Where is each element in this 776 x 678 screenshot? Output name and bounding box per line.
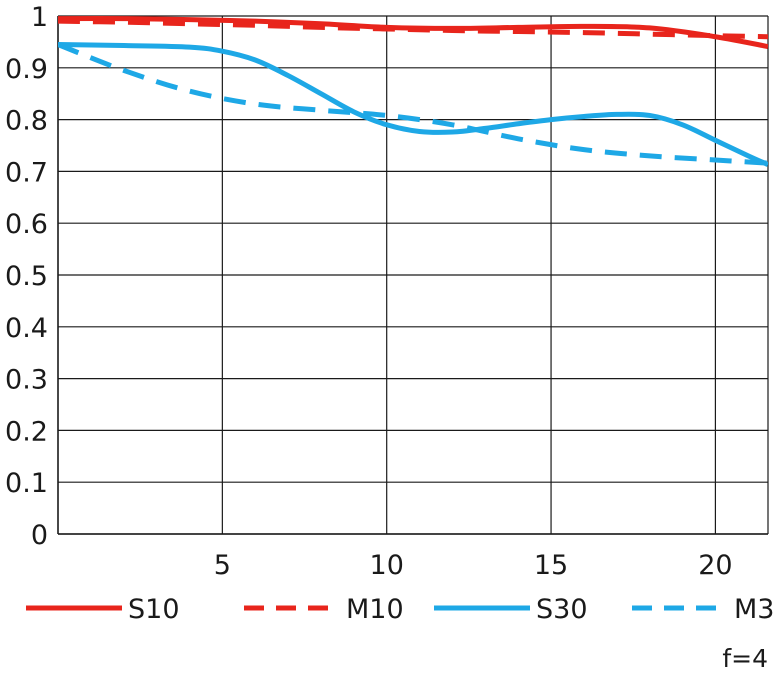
series-line-s30: [58, 41, 768, 167]
x-tick-label: 10: [370, 550, 404, 581]
x-tick-label: 15: [534, 550, 568, 581]
legend-label-m10: M10: [346, 594, 404, 625]
y-tick-label: 0: [31, 520, 48, 551]
legend-label-s30: S30: [536, 594, 588, 625]
y-tick-label: 0.2: [5, 416, 48, 447]
y-tick-label: 0.4: [5, 313, 48, 344]
legend-label-s10: S10: [128, 594, 180, 625]
y-tick-label: 0.5: [5, 261, 48, 292]
series-line-m30: [58, 42, 768, 166]
legend-label-m30: M30: [734, 594, 776, 625]
series-line-m10: [58, 18, 768, 40]
grid: [58, 15, 768, 535]
y-tick-label: 0.7: [5, 157, 48, 188]
y-tick-label: 0.3: [5, 365, 48, 396]
x-tick-label: 20: [698, 550, 732, 581]
aperture-annotation: f=4: [722, 644, 768, 673]
tick-labels: 00.10.20.30.40.50.60.70.80.915 10 15 20: [5, 2, 733, 581]
y-tick-label: 0.6: [5, 209, 48, 240]
x-tick-label: 5: [214, 550, 231, 581]
y-tick-label: 0.1: [5, 468, 48, 499]
legend: S10 M10 S30 M30: [26, 594, 776, 625]
y-tick-label: 0.9: [5, 54, 48, 85]
axes: [57, 16, 769, 535]
y-tick-label: 1: [31, 2, 48, 33]
series-lines: [58, 16, 768, 167]
y-tick-label: 0.8: [5, 106, 48, 137]
